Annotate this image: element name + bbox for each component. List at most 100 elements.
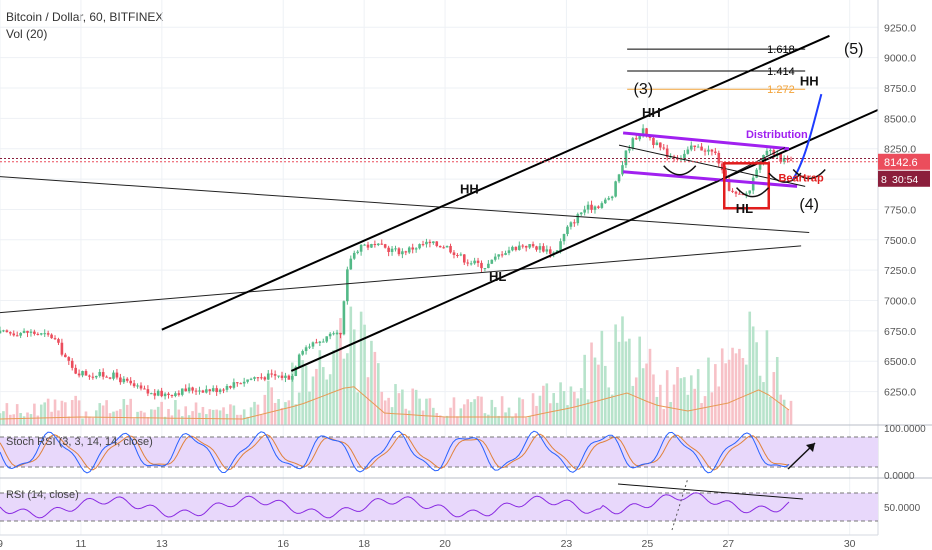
annotation-label: HH [800,74,819,89]
candle-body [57,339,60,343]
volume-bar [562,391,566,425]
candle-body [576,214,580,224]
volume-bar [473,399,476,425]
volume-bar [304,365,308,425]
volume-bar [751,326,755,425]
candle-body [769,150,772,152]
volume-bar [655,396,659,425]
candle-body [184,388,188,392]
volume-bar [167,408,170,425]
candle-body [696,146,700,148]
time-tick-label: 9 [0,538,3,550]
candle-body [590,204,593,210]
volume-bar [603,365,607,425]
candle-body [689,145,693,150]
volume-bar [205,414,208,425]
candle-body [311,342,315,347]
stoch-d-line [0,433,790,471]
price-tick-label: 8500.0 [884,113,916,125]
volume-bar [342,358,346,425]
candle-body [483,268,487,270]
candle-body [156,390,160,396]
volume-bar [273,402,277,425]
volume-bar [339,318,342,425]
volume-bar [614,324,617,425]
volume-bar [239,414,243,425]
annotation-label: (3) [634,81,654,98]
channel-lower-line [290,108,879,372]
volume-bar [569,386,573,425]
candle-body [710,149,714,152]
volume-bar [662,409,666,425]
accumulation-arc [663,165,697,176]
candle-body [50,334,53,339]
price-tick-label: 6500.0 [884,356,916,368]
volume-bar [81,418,84,425]
volume-bar [593,357,597,425]
candle-body [191,387,194,391]
candle-body [745,193,748,195]
volume-bar [462,404,466,425]
volume-bar [2,411,5,425]
candle-body [208,389,212,392]
candle-body [693,145,697,148]
volume-bar [67,416,71,425]
candle-body [789,159,793,161]
volume-bar [641,368,645,425]
volume-bar [425,398,428,425]
candle-body [43,333,47,335]
volume-bar [101,405,105,425]
candle-body [115,372,119,378]
candle-body [225,385,229,390]
volume-bar [136,411,139,425]
candle-body [277,375,280,377]
volume-bar [411,388,415,425]
volume-bar [597,364,600,425]
rsi-line [0,492,790,519]
candle-body [167,393,170,396]
candle-body [352,252,356,259]
candle-body [108,377,112,379]
volume-bar [308,391,311,425]
candle-body [5,330,9,333]
candle-body [318,341,322,343]
volume-bar [88,416,91,425]
candle-body [26,330,29,333]
volume-bar [29,414,33,425]
volume-bar [717,386,721,425]
volume-bar [132,418,136,425]
volume-bar [638,336,641,425]
volume-bar [270,387,273,425]
candle-body [246,379,249,382]
fib-level-label: 1.618 [767,44,795,56]
volume-bar [476,396,480,425]
candle-body [786,158,789,160]
volume-bar [33,403,36,425]
volume-bar [311,376,315,425]
volume-bar [366,377,370,425]
volume-bar [696,369,700,425]
candle-body [600,203,604,208]
fib-level-label: 1.272 [767,84,795,96]
volume-bar [91,417,95,425]
volume-bar [260,414,263,425]
volume-bar [782,399,786,425]
volume-bar [566,405,569,425]
annotation-label: HH [460,182,479,197]
candle-body [280,375,284,378]
time-tick-label: 18 [358,538,370,550]
candle-body [569,222,573,227]
candle-body [390,248,394,252]
candle-body [308,346,311,348]
stoch-up-arrow-head [806,443,815,452]
candle-body [528,244,531,248]
candle-body [170,395,174,397]
volume-bar [380,391,384,425]
volume-bar [504,412,507,425]
volume-bar [414,389,418,425]
candle-body [236,382,239,384]
candle-body [731,190,734,192]
candle-body [301,351,304,355]
candle-body [617,174,621,182]
